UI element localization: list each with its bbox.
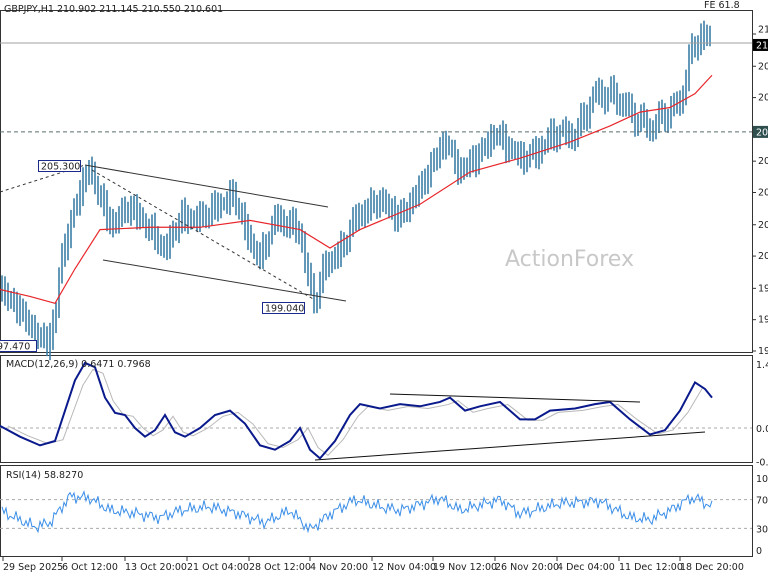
macd-trendline-upper [389, 393, 641, 403]
price-annotation: 97.470 [0, 342, 30, 353]
x-tick-label: 12 Nov 04:00 [372, 562, 436, 573]
channel-upper-line [84, 164, 329, 208]
x-tick-label: 11 Dec 12:00 [619, 562, 683, 573]
x-tick-label: 21 Oct 04:00 [187, 562, 249, 573]
rsi-tick-label: 70 [756, 496, 768, 507]
channel-lower-line [102, 259, 347, 302]
price-bars [1, 20, 711, 361]
price-annotation-box [0, 340, 37, 352]
rsi-pane [0, 465, 753, 557]
y-tick-label: 197.230 [758, 346, 768, 357]
macd-title: MACD(12,26,9) 0.6471 0.7968 [6, 359, 151, 370]
x-tick-label: 13 Oct 20:00 [125, 562, 187, 573]
rsi-tick-label: 0 [756, 546, 762, 557]
moving-average-line [0, 74, 713, 305]
y-tick-label: 209.590 [758, 61, 768, 72]
macd-pane [0, 355, 753, 463]
level-badge [753, 125, 768, 138]
symbol-info: GBPJPY,H1 210.902 211.145 210.550 210.60… [4, 4, 223, 15]
x-tick-label: 4 Nov 20:00 [310, 562, 368, 573]
current-price-label: 210.601 [756, 40, 768, 51]
y-tick-label: 208.230 [758, 93, 768, 104]
price-annotation: 205.300 [41, 162, 80, 173]
y-tick-label: 204.110 [758, 188, 768, 199]
rsi-tick-label: 100 [756, 474, 768, 485]
y-tick-label: 202.710 [758, 220, 768, 231]
price-annotation: 199.040 [265, 304, 304, 315]
x-tick-label: 19 Nov 12:00 [433, 562, 497, 573]
x-tick-label: 28 Oct 12:00 [249, 562, 311, 573]
macd-signal-line [7, 368, 704, 457]
price-annotation-box [38, 160, 81, 172]
x-tick-label: 4 Dec 04:00 [557, 562, 615, 573]
x-tick-label: 6 Oct 12:00 [62, 562, 118, 573]
x-tick-label: 29 Sep 2025 [3, 562, 63, 573]
y-tick-label: 210.990 [758, 25, 768, 36]
current-price-badge [753, 38, 768, 51]
fe-label: FE 61.8 [704, 0, 740, 11]
price-pane [0, 10, 753, 353]
x-tick-label: 26 Nov 20:00 [495, 562, 559, 573]
level-label: 206.740 [756, 127, 768, 138]
rsi-title: RSI(14) 58.8270 [6, 470, 83, 481]
macd-line [0, 361, 713, 460]
y-tick-label: 198.590 [758, 315, 768, 326]
y-tick-label: 199.950 [758, 283, 768, 294]
y-tick-label: 205.470 [758, 156, 768, 167]
macd-tick-label: 0.00 [756, 424, 768, 435]
rsi-line [1, 490, 713, 534]
macd-tick-label: 1.4743 [756, 360, 768, 371]
macd-trendline-lower [314, 431, 706, 461]
y-tick-label: 201.350 [758, 251, 768, 262]
x-tick-label: 18 Dec 20:00 [680, 562, 744, 573]
macd-tick-label: -0.7737 [756, 458, 768, 469]
projection-line [91, 169, 316, 301]
watermark: ActionForex [505, 247, 634, 272]
price-annotation-box [262, 302, 305, 314]
rsi-tick-label: 30 [756, 524, 768, 535]
